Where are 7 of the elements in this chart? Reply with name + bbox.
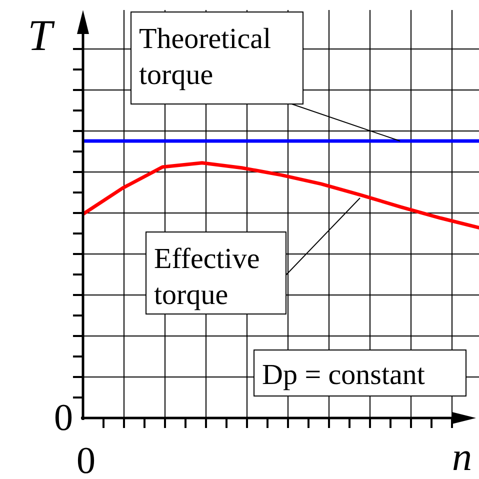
series-label: Theoretical torque (139, 23, 272, 91)
text: Effective torque (154, 243, 260, 311)
annotation: Dp = constant (262, 359, 425, 391)
x-axis-title: n (452, 434, 472, 479)
y-axis-title: T (28, 11, 56, 60)
text: 0 (54, 397, 73, 439)
text: 0 (76, 440, 96, 479)
